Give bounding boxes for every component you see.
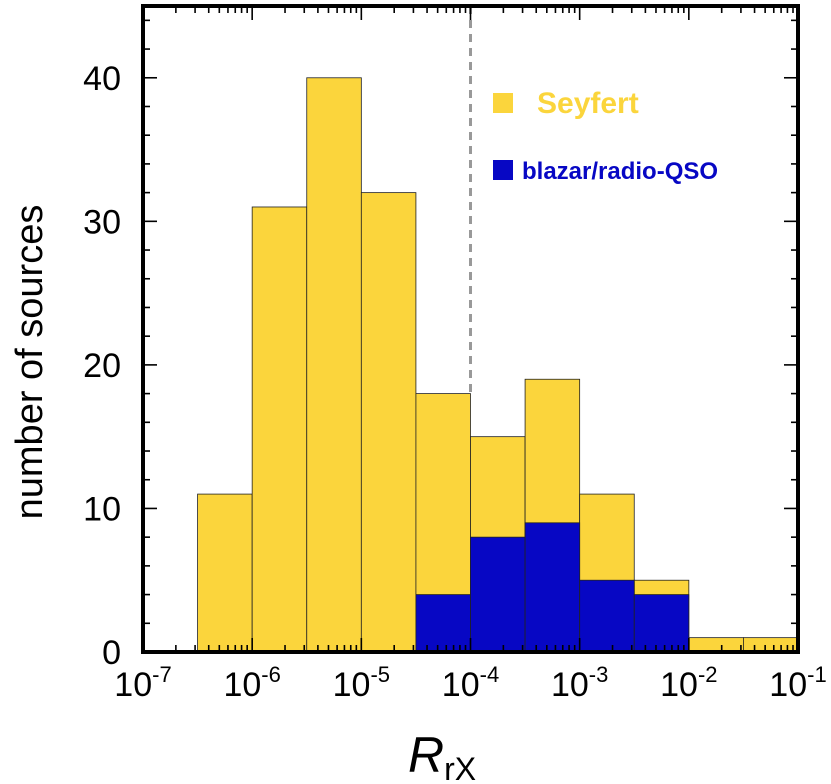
x-tick-exponent: -5 bbox=[370, 662, 390, 687]
x-tick-base: 10 bbox=[333, 666, 371, 704]
x-axis-label: RrX bbox=[408, 727, 476, 784]
x-tick-label: 10-7 bbox=[114, 662, 171, 704]
y-axis-label: number of sources bbox=[9, 205, 51, 520]
legend-swatch-blazar bbox=[493, 160, 513, 180]
x-tick-base: 10 bbox=[551, 666, 589, 704]
x-tick-exponent: -6 bbox=[261, 662, 281, 687]
legend: Seyfert blazar/radio-QSO bbox=[493, 87, 718, 185]
x-tick-exponent: -2 bbox=[698, 662, 718, 687]
legend-swatch-seyfert bbox=[493, 93, 513, 113]
x-tick-base: 10 bbox=[223, 666, 261, 704]
blazar-bar-7 bbox=[579, 579, 635, 653]
seyfert-bar-0 bbox=[197, 493, 253, 653]
seyfert-bar-3 bbox=[360, 192, 417, 653]
x-tick-exponent: -3 bbox=[589, 662, 609, 687]
y-tick-label: 0 bbox=[102, 634, 121, 672]
y-tick-labels: 0 10 20 30 40 bbox=[83, 60, 121, 672]
blazar-bar-5 bbox=[470, 536, 526, 653]
x-tick-label: 10-5 bbox=[333, 662, 390, 704]
blazar-bars bbox=[415, 522, 690, 653]
y-tick-label: 40 bbox=[83, 60, 121, 98]
seyfert-bar-9 bbox=[688, 637, 744, 653]
x-tick-base: 10 bbox=[769, 666, 807, 704]
blazar-bar-4 bbox=[415, 594, 471, 653]
x-tick-base: 10 bbox=[442, 666, 480, 704]
x-tick-base: 10 bbox=[114, 666, 152, 704]
legend-label-seyfert: Seyfert bbox=[537, 87, 639, 120]
seyfert-bar-2 bbox=[306, 77, 362, 653]
x-tick-base: 10 bbox=[660, 666, 698, 704]
x-tick-exponent: -1 bbox=[807, 662, 827, 687]
x-axis-label-subscript: rX bbox=[444, 751, 476, 784]
x-tick-labels: 10-7 10-6 10-5 10-4 10-3 10-2 10-1 bbox=[114, 662, 826, 704]
y-tick-label: 20 bbox=[83, 347, 121, 385]
x-tick-label: 10-6 bbox=[223, 662, 280, 704]
plot-frame bbox=[141, 4, 800, 654]
x-tick-label: 10-4 bbox=[442, 662, 499, 704]
x-tick-label: 10-3 bbox=[551, 662, 608, 704]
legend-label-blazar: blazar/radio-QSO bbox=[522, 158, 718, 185]
x-axis-label-main: R bbox=[408, 727, 444, 783]
seyfert-bar-10 bbox=[743, 637, 799, 653]
blazar-bar-6 bbox=[524, 522, 581, 653]
y-tick-label: 10 bbox=[83, 490, 121, 528]
x-tick-label: 10-1 bbox=[769, 662, 826, 704]
x-tick-exponent: -4 bbox=[480, 662, 500, 687]
x-tick-label: 10-2 bbox=[660, 662, 717, 704]
x-tick-exponent: -7 bbox=[152, 662, 172, 687]
seyfert-bar-1 bbox=[251, 206, 308, 653]
blazar-bar-8 bbox=[633, 594, 690, 653]
y-tick-label: 30 bbox=[83, 203, 121, 241]
